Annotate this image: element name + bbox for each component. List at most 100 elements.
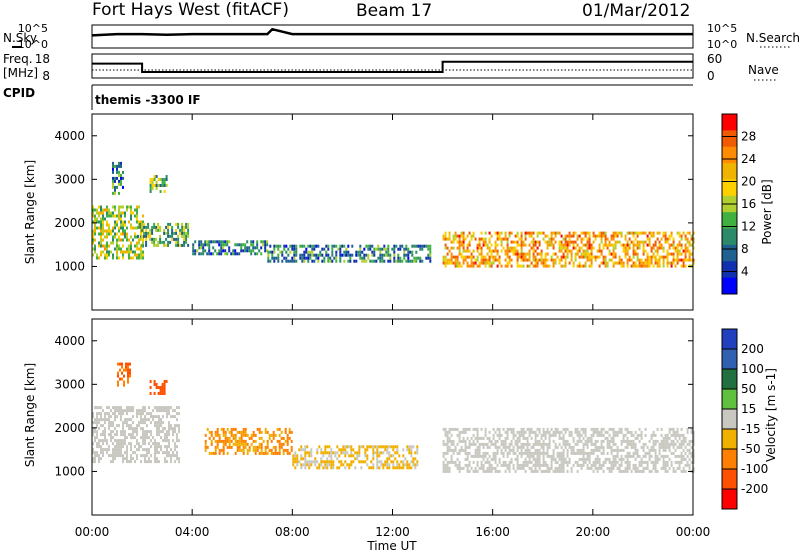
data-cell: [393, 247, 396, 251]
data-cell: [522, 240, 525, 244]
data-cell: [578, 246, 581, 250]
data-cell: [598, 249, 601, 253]
data-cell: [246, 451, 249, 455]
data-cell: [254, 439, 257, 443]
data-cell: [370, 466, 373, 470]
data-cell: [506, 445, 509, 449]
data-cell: [138, 421, 140, 425]
data-cell: [604, 264, 607, 268]
data-cell: [568, 237, 571, 241]
data-cell: [166, 412, 168, 416]
data-cell: [512, 252, 515, 256]
data-cell: [532, 469, 535, 473]
data-cell: [179, 231, 182, 235]
data-cell: [550, 433, 553, 437]
data-cell: [652, 445, 655, 449]
data-cell: [628, 451, 631, 455]
data-cell: [544, 436, 547, 440]
data-cell: [142, 436, 144, 440]
data-cell: [442, 460, 445, 464]
nsky-panel: 10^5 10^0 N.Sky 10^5 10^0 N.Search: [3, 22, 800, 51]
data-cell: [126, 250, 128, 254]
data-cell: [574, 240, 577, 244]
data-cell: [594, 427, 597, 431]
data-cell: [376, 466, 379, 470]
data-cell: [134, 232, 136, 236]
data-cell: [580, 448, 583, 452]
data-cell: [336, 466, 339, 470]
data-cell: [508, 442, 511, 446]
data-cell: [294, 460, 297, 464]
data-cell: [329, 259, 332, 263]
data-cell: [492, 258, 495, 262]
data-cell: [540, 436, 543, 440]
data-cell: [520, 249, 523, 253]
data-cell: [558, 451, 561, 455]
data-cell: [578, 249, 581, 253]
data-cell: [142, 226, 144, 230]
colorbar-swatch: [722, 389, 737, 410]
data-cell: [174, 442, 176, 446]
data-cell: [274, 433, 277, 437]
data-cell: [524, 448, 527, 452]
data-cell: [140, 445, 142, 449]
data-cell: [136, 427, 138, 431]
data-cell: [108, 454, 110, 458]
data-cell: [476, 243, 479, 247]
data-cell: [544, 264, 547, 268]
data-cell: [608, 439, 611, 443]
data-cell: [504, 442, 507, 446]
data-cell: [98, 421, 100, 425]
data-cell: [536, 240, 539, 244]
data-cell: [666, 445, 669, 449]
data-cell: [324, 460, 327, 464]
data-cell: [668, 234, 671, 238]
data-cell: [672, 243, 675, 247]
data-cell: [566, 240, 569, 244]
colorbar-swatch: [722, 261, 737, 279]
data-cell: [620, 234, 623, 238]
data-cell: [630, 454, 633, 458]
data-cell: [187, 228, 190, 232]
data-cell: [254, 448, 257, 452]
data-cell: [506, 237, 509, 241]
data-cell: [300, 466, 303, 470]
data-cell: [522, 430, 525, 434]
data-cell: [158, 418, 160, 422]
data-cell: [484, 240, 487, 244]
data-cell: [478, 261, 481, 265]
data-cell: [548, 466, 551, 470]
data-cell: [396, 445, 399, 449]
data-cell: [646, 234, 649, 238]
data-cell: [476, 436, 479, 440]
data-cell: [290, 430, 293, 434]
data-cell: [660, 445, 663, 449]
data-cell: [130, 442, 132, 446]
data-cell: [171, 228, 174, 232]
data-cell: [646, 252, 649, 256]
data-cell: [378, 454, 381, 458]
data-cell: [472, 255, 475, 259]
data-cell: [514, 469, 517, 473]
data-cell: [492, 261, 495, 265]
data-cell: [240, 430, 243, 434]
data-cell: [168, 445, 170, 449]
data-cell: [120, 179, 122, 183]
data-cell: [142, 430, 144, 434]
data-cell: [273, 247, 276, 251]
data-cell: [146, 424, 148, 428]
data-cell: [293, 256, 296, 260]
data-cell: [100, 226, 102, 230]
data-cell: [580, 237, 583, 241]
data-cell: [222, 240, 225, 244]
data-cell: [678, 234, 681, 238]
data-cell: [414, 463, 417, 467]
data-cell: [326, 460, 329, 464]
data-cell: [308, 454, 311, 458]
data-cell: [311, 247, 314, 251]
data-cell: [544, 430, 547, 434]
data-cell: [120, 442, 122, 446]
data-cell: [592, 451, 595, 455]
data-cell: [155, 243, 158, 247]
data-cell: [658, 442, 661, 446]
